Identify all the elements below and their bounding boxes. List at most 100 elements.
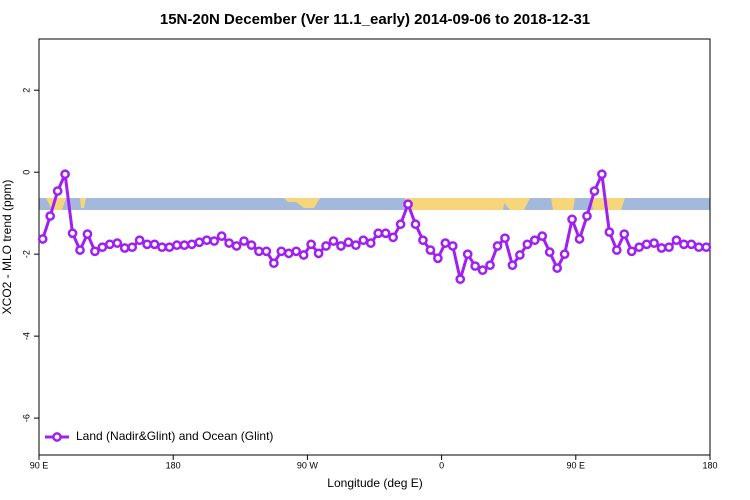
plot-frame: [38, 38, 711, 456]
data-point: [112, 238, 123, 248]
data-point: [224, 238, 234, 248]
data-point: [492, 241, 503, 251]
data-point: [485, 260, 495, 271]
data-point: [373, 228, 384, 239]
data-point: [626, 246, 637, 257]
x-tick-label: 90 E: [567, 460, 586, 470]
data-point: [604, 227, 615, 237]
data-point: [597, 169, 607, 180]
data-point: [544, 247, 555, 257]
x-tick-label: 0: [439, 460, 444, 470]
data-point: [149, 239, 160, 250]
data-point: [343, 237, 354, 248]
data-point: [567, 214, 577, 225]
data-point: [216, 231, 227, 241]
data-point: [298, 250, 309, 260]
x-tick-label: 90 W: [297, 460, 319, 470]
y-axis-label: XCO2 - MLO trend (ppm): [0, 180, 14, 315]
data-point: [134, 235, 145, 246]
data-point: [209, 236, 220, 246]
data-point: [634, 242, 645, 253]
y-tick-label: 2: [21, 88, 31, 93]
data-point: [186, 239, 197, 250]
data-point: [82, 229, 93, 239]
data-point: [283, 248, 294, 259]
x-tick-label: 180: [702, 460, 717, 470]
data-point: [395, 219, 406, 230]
data-point: [336, 241, 346, 251]
data-point: [37, 234, 48, 244]
chart-title: 15N-20N December (Ver 11.1_early) 2014-0…: [160, 11, 590, 28]
data-point: [351, 240, 361, 251]
data-point: [433, 253, 443, 264]
data-point: [671, 235, 682, 246]
data-point: [477, 265, 488, 276]
data-point: [261, 246, 272, 257]
data-point: [97, 242, 108, 253]
data-point: [522, 239, 533, 250]
x-tick-label: 90 E: [30, 460, 49, 470]
data-point: [552, 263, 563, 273]
data-point: [462, 249, 473, 260]
series-line: [41, 168, 707, 286]
data-point: [194, 237, 205, 248]
data-point: [701, 242, 712, 253]
data-point: [52, 186, 63, 196]
data-point: [239, 236, 249, 246]
data-point: [649, 238, 659, 248]
legend-marker: [52, 432, 62, 442]
data-point: [515, 250, 525, 260]
x-tick-label: 180: [166, 460, 181, 470]
data-point: [231, 241, 242, 251]
data-point: [365, 238, 376, 248]
data-point: [358, 235, 369, 246]
data-point: [507, 260, 518, 271]
data-point: [328, 236, 339, 246]
data-point: [127, 242, 138, 253]
data-point: [418, 235, 428, 246]
data-point: [537, 231, 548, 241]
data-point: [619, 229, 630, 239]
legend-label: Land (Nadir&Glint) and Ocean (Glint): [76, 429, 273, 443]
data-point: [500, 233, 510, 244]
data-point: [157, 242, 167, 253]
data-point: [529, 235, 540, 246]
data-point: [403, 199, 413, 210]
data-point: [119, 243, 130, 253]
data-point: [254, 246, 264, 257]
data-point: [90, 246, 100, 257]
data-point: [321, 241, 331, 251]
y-tick-label: 0: [21, 170, 31, 175]
data-point: [45, 211, 56, 221]
data-point: [388, 232, 398, 243]
data-point: [589, 186, 600, 196]
data-point: [306, 239, 316, 250]
data-point: [574, 234, 585, 244]
data-point: [67, 228, 78, 239]
data-point: [75, 245, 85, 255]
land-mask: [39, 198, 710, 210]
data-point: [656, 243, 667, 253]
data-point: [142, 239, 152, 250]
data-point: [60, 169, 70, 180]
data-point: [313, 248, 324, 259]
data-point: [179, 240, 190, 251]
data-point: [104, 239, 115, 250]
data-point: [693, 242, 704, 253]
data-point: [559, 249, 570, 260]
data-point: [380, 228, 391, 239]
data-point: [291, 246, 302, 257]
data-point: [582, 211, 592, 221]
data-point: [679, 239, 689, 250]
data-point: [201, 235, 212, 246]
data-point: [269, 258, 279, 269]
y-tick-label: -4: [21, 332, 31, 340]
data-point: [440, 238, 451, 248]
data-point: [410, 219, 421, 230]
data-point: [664, 242, 674, 253]
y-tick-label: -2: [21, 250, 31, 258]
y-tick-label: -6: [21, 414, 31, 422]
data-point: [246, 240, 257, 251]
data-point: [470, 261, 480, 271]
